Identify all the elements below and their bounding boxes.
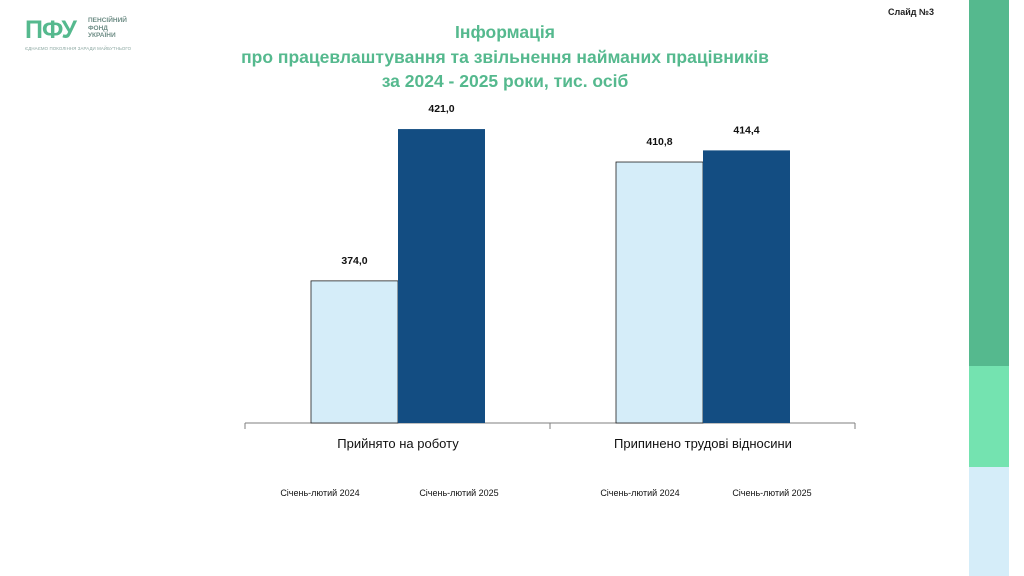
chart-title-line-3: за 2024 - 2025 роки, тис. осіб [381,71,629,91]
logo-line-2: ФОНД [88,24,108,32]
bar [398,129,485,423]
data-label: 414,4 [733,124,759,136]
data-label: 421,0 [428,103,454,115]
series-label: Січень-лютий 2024 [280,488,359,498]
bar [615,161,704,424]
logo-line-1: ПЕНСІЙНИЙ [88,17,127,24]
category-label: Прийнято на роботу [337,436,459,451]
side-decor-bar-light-green [969,366,1009,467]
logo-line-3: УКРАЇНИ [88,32,116,39]
data-label: 374,0 [341,255,367,267]
bar [703,150,790,423]
chart-title-line-1: Інформація [455,22,555,42]
logo-tagline: ЄДНАЄМО ПОКОЛІННЯ ЗАРАДИ МАЙБУТНЬОГО [25,46,132,51]
series-label: Січень-лютий 2024 [600,488,679,498]
side-decor-bar-green [969,0,1009,366]
slide-number: Слайд №3 [888,7,935,17]
side-decor-bar-light-blue [969,467,1009,576]
chart-title-line-2: про працевлаштування та звільнення найма… [241,47,769,67]
series-label: Січень-лютий 2025 [419,488,498,498]
series-label: Січень-лютий 2025 [732,488,811,498]
pfu-logo: ПФУ ПЕНСІЙНИЙ ФОНД УКРАЇНИ ЄДНАЄМО ПОКОЛ… [25,16,140,56]
logo-name: ПЕНСІЙНИЙ ФОНД УКРАЇНИ [88,17,127,40]
data-label: 410,8 [646,136,672,148]
logo-letters: ПФУ [25,16,77,44]
category-label: Припинено трудові відносини [614,436,792,451]
bar [310,280,399,424]
